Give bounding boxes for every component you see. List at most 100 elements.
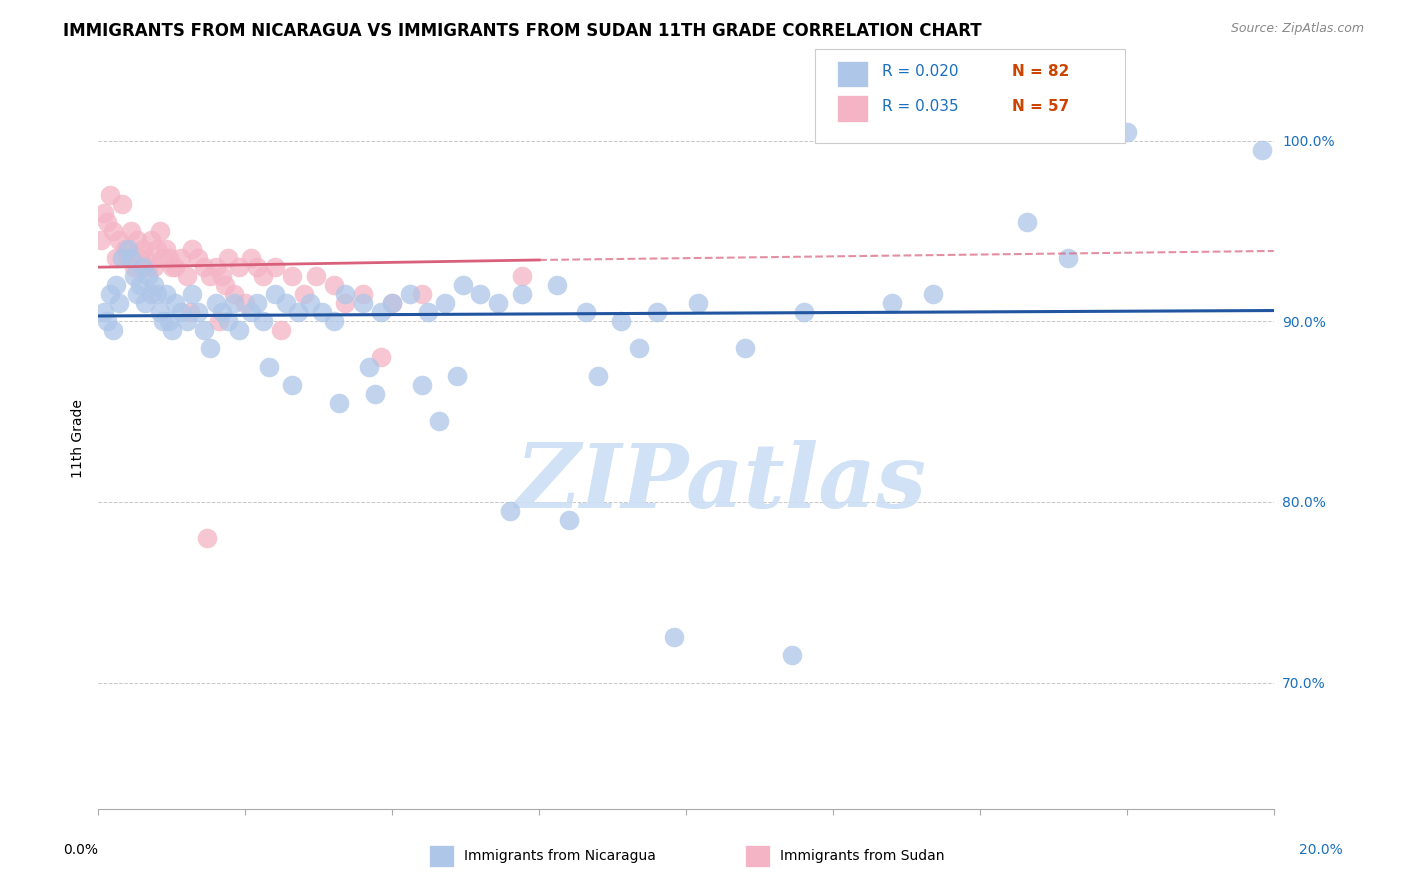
Point (96, 314, 118, 328)
Text: IMMIGRANTS FROM NICARAGUA VS IMMIGRANTS FROM SUDAN 11TH GRADE CORRELATION CHART: IMMIGRANTS FROM NICARAGUA VS IMMIGRANTS … (63, 22, 981, 40)
Text: R = 0.020: R = 0.020 (882, 64, 957, 78)
Point (311, 305, 333, 319)
Point (193, 323, 215, 337)
Point (357, 359, 380, 374)
Point (381, 296, 404, 310)
Point (131, 242, 153, 256)
Point (160, 323, 183, 337)
Point (335, 296, 357, 310)
Point (1115, 125, 1137, 139)
Point (211, 305, 233, 319)
Point (134, 251, 156, 265)
Point (399, 287, 422, 301)
Point (217, 314, 239, 328)
Text: Immigrants from Nicaragua: Immigrants from Nicaragua (464, 849, 655, 863)
Point (363, 386, 385, 401)
Point (146, 242, 169, 256)
Point (510, 269, 533, 284)
Point (780, 648, 803, 663)
Text: 20.0%: 20.0% (1299, 843, 1343, 857)
Point (125, 287, 148, 301)
Point (1015, 215, 1038, 229)
Point (149, 224, 172, 238)
Text: ZIPatlas: ZIPatlas (516, 440, 927, 526)
Point (155, 242, 177, 256)
Point (208, 314, 231, 328)
Point (240, 251, 263, 265)
Point (111, 251, 134, 265)
Point (610, 314, 633, 328)
Point (235, 296, 257, 310)
Point (108, 233, 131, 247)
Point (214, 278, 236, 293)
Point (105, 278, 128, 293)
Point (240, 305, 263, 319)
Point (411, 287, 433, 301)
Point (155, 287, 177, 301)
Text: Source: ZipAtlas.com: Source: ZipAtlas.com (1230, 22, 1364, 36)
Point (181, 287, 204, 301)
Point (510, 287, 533, 301)
Point (257, 359, 280, 374)
Point (263, 260, 285, 275)
Point (90, 233, 112, 247)
Point (252, 314, 274, 328)
Point (138, 260, 160, 275)
Text: N = 57: N = 57 (1012, 99, 1070, 113)
Point (486, 296, 509, 310)
Point (664, 631, 686, 645)
Point (499, 504, 522, 518)
Point (217, 251, 239, 265)
Point (335, 287, 357, 301)
Point (793, 305, 815, 319)
Point (163, 260, 186, 275)
Point (108, 296, 131, 310)
Point (101, 224, 124, 238)
Point (157, 251, 180, 265)
Point (1251, 143, 1274, 157)
Point (170, 251, 193, 265)
Point (93, 206, 115, 220)
Point (352, 287, 374, 301)
Point (287, 305, 309, 319)
Point (427, 414, 450, 428)
Point (141, 287, 163, 301)
Point (298, 296, 321, 310)
Point (193, 260, 215, 275)
Point (281, 377, 304, 392)
Point (222, 287, 245, 301)
Point (252, 269, 274, 284)
Point (416, 305, 439, 319)
Text: R = 0.035: R = 0.035 (882, 99, 957, 113)
Text: N = 82: N = 82 (1012, 64, 1070, 78)
Point (149, 305, 172, 319)
Point (228, 323, 250, 337)
Point (198, 269, 221, 284)
Point (122, 260, 145, 275)
Point (557, 513, 579, 527)
Point (138, 269, 160, 284)
Point (546, 278, 568, 293)
Point (134, 296, 156, 310)
Point (575, 305, 598, 319)
Point (163, 296, 186, 310)
Point (328, 395, 350, 409)
Point (152, 251, 174, 265)
Point (141, 233, 163, 247)
Text: 0.0%: 0.0% (63, 843, 98, 857)
Point (101, 323, 124, 337)
Point (292, 287, 315, 301)
Point (128, 278, 150, 293)
Point (170, 305, 193, 319)
Point (105, 251, 128, 265)
Point (195, 531, 218, 545)
Point (411, 377, 433, 392)
Point (263, 287, 285, 301)
Point (98, 188, 121, 202)
Point (122, 269, 145, 284)
Point (734, 342, 756, 356)
Point (179, 305, 201, 319)
Point (276, 296, 298, 310)
Point (117, 242, 139, 256)
Point (322, 278, 344, 293)
